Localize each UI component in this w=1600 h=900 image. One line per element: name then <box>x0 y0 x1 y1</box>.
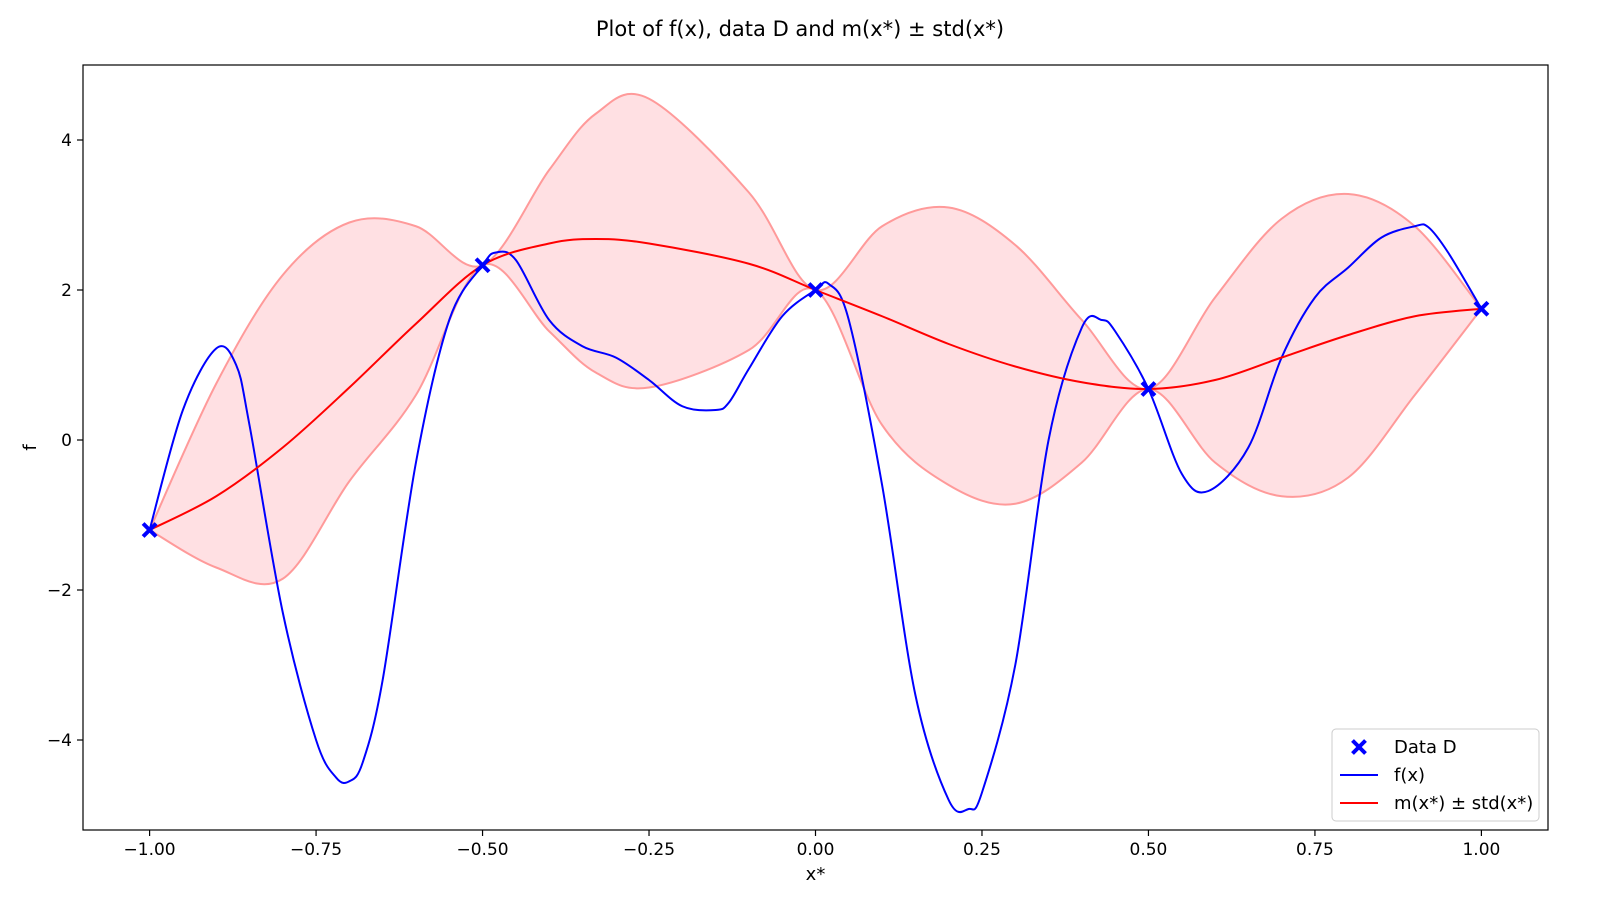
x-tick-label: −0.75 <box>290 840 342 860</box>
plot-area <box>82 64 1549 831</box>
x-tick-label: 0.00 <box>797 840 835 860</box>
std-band-layer <box>148 92 1483 586</box>
legend: Data D f(x) m(x*) ± std(x*) <box>1331 728 1540 822</box>
legend-label: Data D <box>1394 737 1457 758</box>
legend-item: Data D <box>1351 737 1457 758</box>
legend-label: m(x*) ± std(x*) <box>1394 793 1533 814</box>
y-tick-label: −2 <box>47 581 72 601</box>
x-axis-label: x* <box>806 864 826 885</box>
y-tick-label: −4 <box>47 731 72 751</box>
y-axis-label: f <box>20 444 41 451</box>
data-point-marker <box>807 282 824 298</box>
data-point-marker <box>1140 381 1157 397</box>
legend-box <box>1331 728 1540 822</box>
x-tick-label: −0.25 <box>623 840 675 860</box>
y-tick-label: 4 <box>61 131 72 151</box>
x-tick-label: −1.00 <box>124 840 176 860</box>
x-tick-label: 0.25 <box>963 840 1001 860</box>
mean-series-line <box>149 237 1482 531</box>
std-band-upper-edge <box>148 92 1483 531</box>
chart-title: Plot of f(x), data D and m(x*) ± std(x*) <box>596 17 1004 41</box>
legend-label: f(x) <box>1394 765 1425 786</box>
legend-item: f(x) <box>1340 765 1425 786</box>
y-axis-ticks: −4 −2 0 2 4 <box>47 131 83 751</box>
x-tick-label: −0.50 <box>456 840 508 860</box>
legend-marker-icon <box>1351 739 1367 755</box>
x-tick-label: 0.50 <box>1130 840 1168 860</box>
legend-item: m(x*) ± std(x*) <box>1340 793 1533 814</box>
y-tick-label: 2 <box>61 281 72 301</box>
data-point-marker <box>1473 300 1490 317</box>
x-tick-label: 1.00 <box>1462 840 1500 860</box>
y-tick-label: 0 <box>61 431 72 451</box>
data-point-marker <box>141 522 158 538</box>
std-band-fill <box>149 93 1482 585</box>
data-point-marker <box>474 257 491 274</box>
data-marker-layer <box>141 257 1490 538</box>
x-axis-ticks: −1.00 −0.75 −0.50 −0.25 0.00 0.25 0.50 0.75 1.00 <box>124 830 1500 860</box>
x-tick-label: 0.75 <box>1296 840 1334 860</box>
